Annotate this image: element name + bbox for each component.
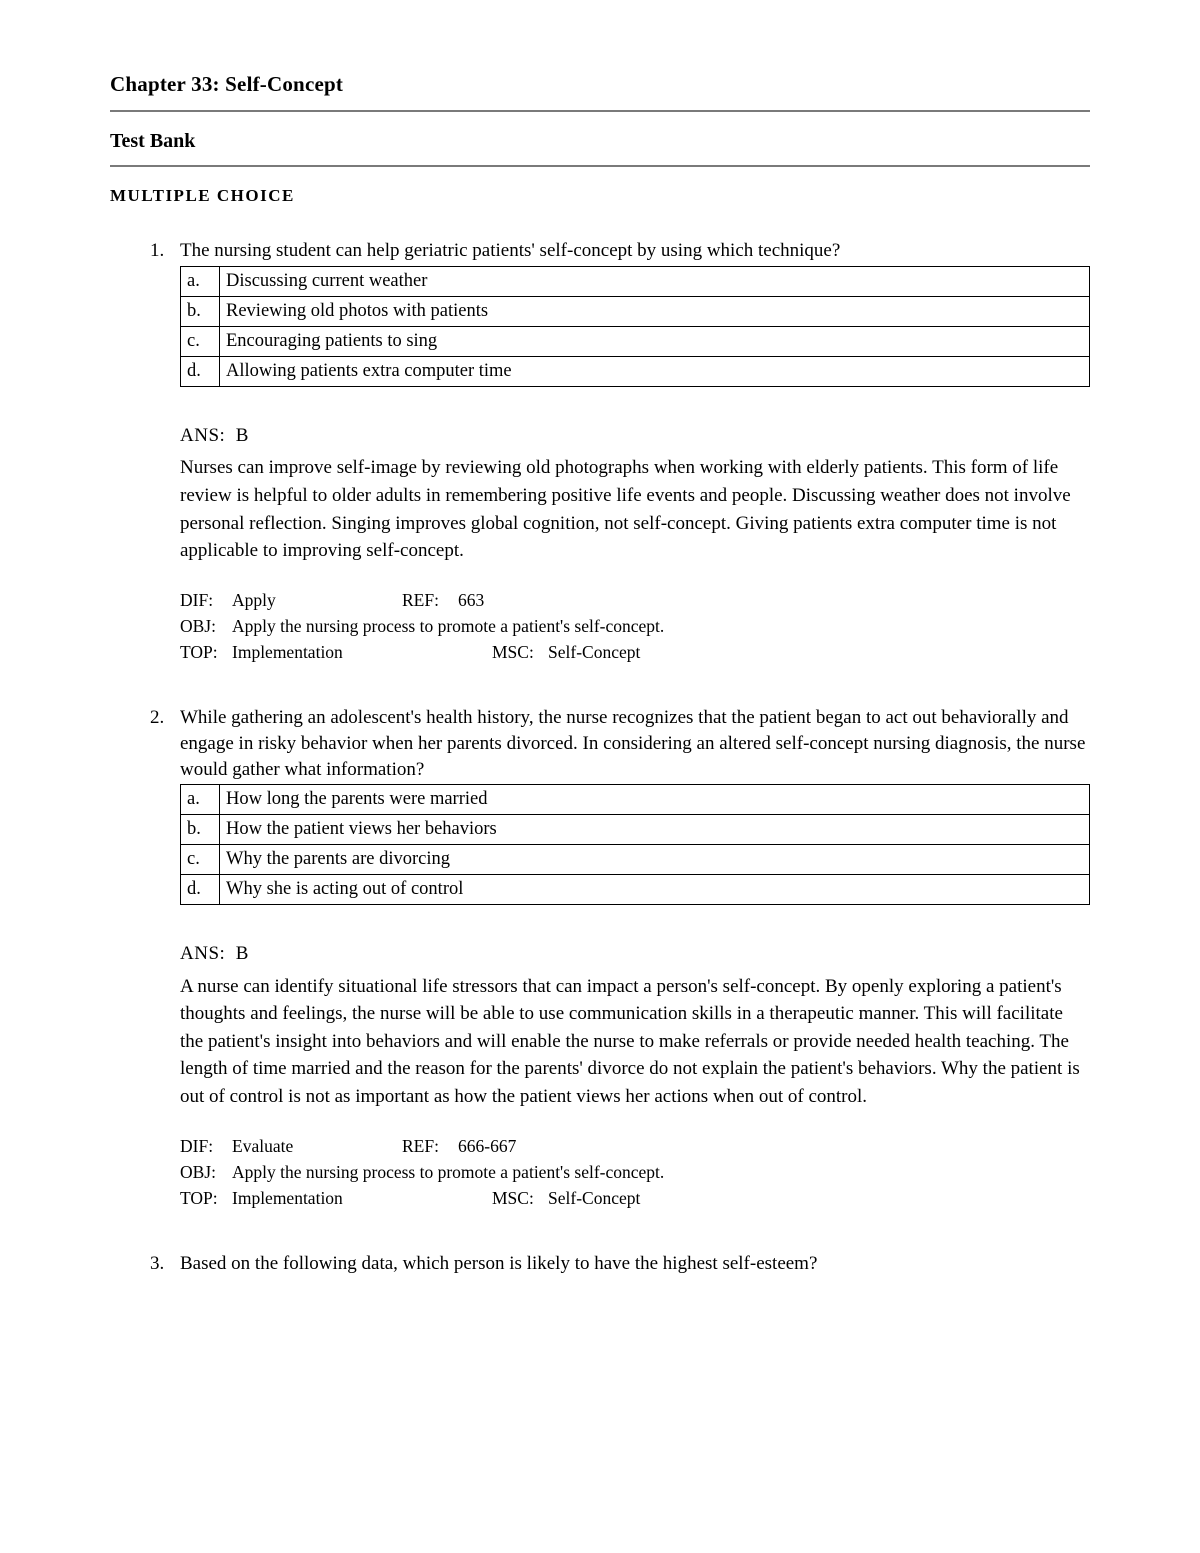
table-row: d.Allowing patients extra computer time (181, 356, 1090, 386)
top-label: TOP: (180, 639, 232, 665)
top-value: Implementation (232, 1185, 492, 1211)
table-row: c.Encouraging patients to sing (181, 326, 1090, 356)
question-number: 3. (150, 1251, 180, 1277)
option-text: Encouraging patients to sing (220, 326, 1090, 356)
ref-value: 663 (458, 587, 484, 613)
section-label: MULTIPLE CHOICE (110, 185, 1090, 208)
obj-label: OBJ: (180, 1159, 232, 1185)
meta-top-msc: TOP: Implementation MSC: Self-Concept (180, 1185, 1090, 1211)
meta-dif-ref: DIF: Evaluate REF: 666-667 (180, 1133, 1090, 1159)
question-block: 2. While gathering an adolescent's healt… (150, 705, 1090, 1211)
rationale: Nurses can improve self-image by reviewi… (180, 454, 1090, 564)
ref-value: 666-667 (458, 1133, 516, 1159)
table-row: c.Why the parents are divorcing (181, 845, 1090, 875)
chapter-title: Chapter 33: Self-Concept (110, 70, 1090, 98)
option-text: Reviewing old photos with patients (220, 296, 1090, 326)
rationale: A nurse can identify situational life st… (180, 973, 1090, 1111)
option-text: Why she is acting out of control (220, 875, 1090, 905)
question-stem: While gathering an adolescent's health h… (180, 705, 1090, 782)
option-text: Allowing patients extra computer time (220, 356, 1090, 386)
answer-line: ANS: B (180, 423, 1090, 449)
options-table: a.Discussing current weather b.Reviewing… (180, 266, 1090, 387)
meta-top-msc: TOP: Implementation MSC: Self-Concept (180, 639, 1090, 665)
answer-value: B (236, 425, 249, 446)
obj-value: Apply the nursing process to promote a p… (232, 613, 664, 639)
dif-label: DIF: (180, 587, 232, 613)
meta-obj: OBJ: Apply the nursing process to promot… (180, 613, 1090, 639)
msc-label: MSC: (492, 639, 548, 665)
table-row: d.Why she is acting out of control (181, 875, 1090, 905)
test-bank-heading: Test Bank (110, 128, 1090, 155)
option-text: How the patient views her behaviors (220, 815, 1090, 845)
question-number: 1. (150, 238, 180, 264)
msc-value: Self-Concept (548, 1185, 640, 1211)
question-block: 3. Based on the following data, which pe… (150, 1251, 1090, 1277)
question-stem: Based on the following data, which perso… (180, 1251, 1090, 1277)
option-letter: d. (181, 356, 220, 386)
meta-dif-ref: DIF: Apply REF: 663 (180, 587, 1090, 613)
msc-value: Self-Concept (548, 639, 640, 665)
divider (110, 165, 1090, 167)
table-row: a.Discussing current weather (181, 266, 1090, 296)
top-label: TOP: (180, 1185, 232, 1211)
option-text: Why the parents are divorcing (220, 845, 1090, 875)
dif-value: Apply (232, 587, 402, 613)
ref-label: REF: (402, 1133, 458, 1159)
question-stem: The nursing student can help geriatric p… (180, 238, 1090, 264)
ref-label: REF: (402, 587, 458, 613)
option-letter: d. (181, 875, 220, 905)
options-table: a.How long the parents were married b.Ho… (180, 784, 1090, 905)
option-letter: c. (181, 326, 220, 356)
obj-value: Apply the nursing process to promote a p… (232, 1159, 664, 1185)
dif-value: Evaluate (232, 1133, 402, 1159)
table-row: b.Reviewing old photos with patients (181, 296, 1090, 326)
option-text: How long the parents were married (220, 785, 1090, 815)
option-letter: a. (181, 785, 220, 815)
option-letter: b. (181, 296, 220, 326)
obj-label: OBJ: (180, 613, 232, 639)
answer-value: B (236, 943, 249, 964)
question-block: 1. The nursing student can help geriatri… (150, 238, 1090, 665)
option-text: Discussing current weather (220, 266, 1090, 296)
option-letter: b. (181, 815, 220, 845)
msc-label: MSC: (492, 1185, 548, 1211)
table-row: b.How the patient views her behaviors (181, 815, 1090, 845)
top-value: Implementation (232, 639, 492, 665)
answer-label: ANS: (180, 425, 225, 446)
meta-obj: OBJ: Apply the nursing process to promot… (180, 1159, 1090, 1185)
option-letter: c. (181, 845, 220, 875)
option-letter: a. (181, 266, 220, 296)
question-number: 2. (150, 705, 180, 731)
divider (110, 110, 1090, 112)
dif-label: DIF: (180, 1133, 232, 1159)
answer-label: ANS: (180, 943, 225, 964)
table-row: a.How long the parents were married (181, 785, 1090, 815)
answer-line: ANS: B (180, 941, 1090, 967)
